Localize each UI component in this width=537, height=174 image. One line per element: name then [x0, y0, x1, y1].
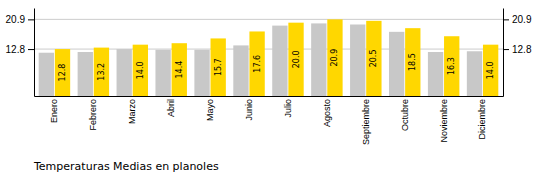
data-label: 13.2	[97, 63, 106, 81]
bar	[311, 23, 326, 96]
tick: Julio	[283, 96, 293, 118]
axis-line	[34, 9, 35, 97]
tick: Abril	[166, 96, 176, 117]
tick-label: Junio	[244, 99, 254, 121]
tick-label: Marzo	[127, 99, 137, 124]
bar	[272, 26, 287, 96]
bar	[211, 38, 226, 96]
bar-series	[55, 19, 498, 96]
data-labels: 12.8 13.2 14.0 14.4 15.7 17.6 20.0 20.9 20.5 18.5…	[58, 49, 495, 82]
bar	[117, 49, 132, 96]
bar	[389, 32, 404, 96]
bar	[172, 43, 187, 96]
bar	[483, 45, 498, 96]
data-label: 14.0	[486, 61, 495, 79]
bar	[428, 52, 443, 96]
axis-line	[503, 9, 504, 97]
bar	[249, 31, 264, 96]
data-label: 20.0	[292, 50, 301, 68]
tick: 12.8	[6, 44, 34, 55]
data-label: 20.5	[369, 50, 378, 68]
tick-label: Diciembre	[477, 99, 487, 140]
data-label: 16.3	[447, 57, 456, 75]
bar	[233, 45, 248, 96]
tick: Febrero	[88, 96, 98, 131]
tick-label: Agosto	[322, 99, 332, 127]
tick-label: Abril	[166, 99, 176, 117]
tick: Noviembre	[439, 96, 449, 143]
tick: Agosto	[322, 96, 332, 127]
tick: Octubre	[400, 96, 410, 131]
tick-mark	[28, 19, 34, 20]
tick-label: Noviembre	[439, 99, 449, 143]
bar	[288, 23, 303, 96]
bar	[55, 49, 70, 96]
title: Temperaturas Medias en planoles	[33, 160, 219, 173]
tick: 20.9	[6, 14, 34, 25]
tick: 12.8	[503, 44, 532, 55]
bars	[39, 19, 499, 96]
tick-label: Octubre	[400, 99, 410, 131]
bar	[39, 53, 54, 96]
bar	[155, 50, 170, 96]
data-label: 17.6	[253, 55, 262, 73]
axis-line	[35, 96, 504, 97]
bar	[350, 25, 365, 97]
tick-label: 20.9	[6, 14, 26, 25]
tick: Enero	[49, 96, 59, 123]
bar	[405, 28, 420, 96]
bar	[444, 36, 459, 96]
y-axis: 12.8 20.9	[6, 9, 35, 97]
data-label: 14.4	[175, 61, 184, 79]
data-label: 14.0	[136, 61, 145, 79]
bar	[78, 52, 93, 96]
tick-label: Septiembre	[361, 99, 371, 145]
tick: 20.9	[503, 14, 532, 25]
bar	[467, 51, 482, 96]
grid-line	[34, 19, 503, 20]
grid	[34, 19, 503, 49]
tick-label: 12.8	[512, 44, 532, 55]
bar	[133, 45, 148, 96]
tick-label: Febrero	[88, 99, 98, 131]
tick: Marzo	[127, 96, 137, 124]
y2-axis: 12.8 20.9	[503, 9, 532, 97]
bar	[327, 19, 342, 96]
tick: Mayo	[205, 96, 215, 121]
tick-mark	[28, 49, 34, 50]
tick: Junio	[244, 96, 254, 121]
chart: 12.8 20.9 12.8 20.9 Enero Febrero Marzo Abril Ma…	[0, 0, 537, 174]
tick-label: Mayo	[205, 99, 215, 121]
tick-label: 20.9	[512, 14, 532, 25]
data-label: 15.7	[214, 58, 223, 76]
tick-label: Enero	[49, 99, 59, 123]
bar	[94, 48, 109, 96]
tick: Diciembre	[477, 96, 487, 140]
data-label: 12.8	[58, 64, 67, 82]
data-label: 20.9	[330, 49, 339, 67]
bar	[366, 21, 381, 96]
tick-mark	[503, 49, 509, 50]
bar	[194, 50, 209, 96]
tick-mark	[503, 19, 509, 20]
tick: Septiembre	[361, 96, 371, 145]
data-label: 18.5	[408, 53, 417, 71]
x-axis: Enero Febrero Marzo Abril Mayo Junio Julio Agos…	[35, 96, 504, 145]
tick-label: Julio	[283, 99, 293, 118]
bar-series	[39, 23, 482, 96]
tick-label: 12.8	[6, 44, 26, 55]
